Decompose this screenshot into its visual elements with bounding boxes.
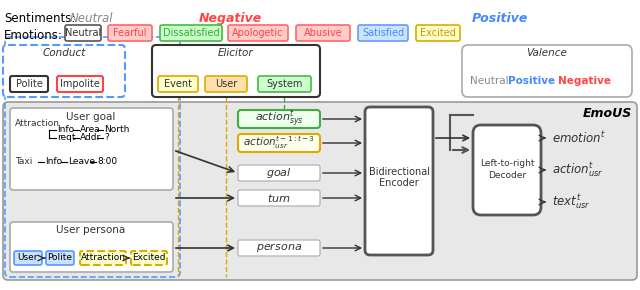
Text: $\mathit{action}^{t-1:t-3}_{usr}$: $\mathit{action}^{t-1:t-3}_{usr}$ (243, 135, 315, 151)
Text: Emotions:: Emotions: (4, 29, 63, 42)
FancyBboxPatch shape (65, 25, 101, 41)
Text: reqt: reqt (57, 133, 76, 142)
FancyBboxPatch shape (473, 125, 541, 215)
Text: $\mathit{text}^t_{usr}$: $\mathit{text}^t_{usr}$ (552, 193, 591, 211)
Text: Satisfied: Satisfied (362, 28, 404, 38)
Text: Attraction: Attraction (15, 119, 60, 128)
Text: User persona: User persona (56, 225, 125, 235)
FancyBboxPatch shape (258, 76, 311, 92)
FancyBboxPatch shape (80, 251, 126, 265)
FancyBboxPatch shape (10, 222, 173, 272)
FancyBboxPatch shape (238, 190, 320, 206)
Text: $\mathit{emotion}^t$: $\mathit{emotion}^t$ (552, 130, 607, 146)
FancyBboxPatch shape (158, 76, 198, 92)
FancyBboxPatch shape (108, 25, 152, 41)
Text: Info: Info (57, 126, 74, 135)
Text: $\mathit{persona}$: $\mathit{persona}$ (256, 242, 302, 255)
Text: Positive: Positive (472, 12, 528, 25)
Text: North: North (104, 126, 129, 135)
Text: $\mathit{action}^t_{sys}$: $\mathit{action}^t_{sys}$ (255, 108, 303, 130)
FancyBboxPatch shape (416, 25, 460, 41)
Text: Attraction: Attraction (81, 253, 125, 262)
Text: Polite: Polite (15, 79, 42, 89)
FancyBboxPatch shape (228, 25, 288, 41)
Text: Elicitor: Elicitor (218, 48, 254, 58)
FancyBboxPatch shape (14, 251, 42, 265)
Text: Info: Info (45, 157, 62, 166)
FancyBboxPatch shape (462, 45, 632, 97)
Text: Apologetic: Apologetic (232, 28, 284, 38)
Text: Conduct: Conduct (42, 48, 86, 58)
Text: Excited: Excited (420, 28, 456, 38)
Text: Neutral: Neutral (70, 12, 113, 25)
Text: EmoUS: EmoUS (583, 107, 632, 120)
Text: Neutral: Neutral (470, 76, 509, 86)
Text: Dissatisfied: Dissatisfied (163, 28, 220, 38)
FancyBboxPatch shape (205, 76, 247, 92)
FancyBboxPatch shape (46, 251, 74, 265)
Text: $\mathit{action}^t_{usr}$: $\mathit{action}^t_{usr}$ (552, 160, 604, 180)
Text: Neutral: Neutral (65, 28, 101, 38)
FancyBboxPatch shape (57, 76, 103, 92)
Text: Negative: Negative (198, 12, 262, 25)
Text: Addr: Addr (80, 133, 101, 142)
Text: Sentiments:: Sentiments: (4, 12, 76, 25)
FancyBboxPatch shape (296, 25, 350, 41)
Text: Abusive: Abusive (303, 28, 342, 38)
Text: Fearful: Fearful (113, 28, 147, 38)
FancyBboxPatch shape (10, 76, 48, 92)
FancyBboxPatch shape (238, 240, 320, 256)
FancyBboxPatch shape (238, 165, 320, 181)
Text: Decoder: Decoder (488, 171, 526, 180)
Text: $\mathit{turn}$: $\mathit{turn}$ (267, 192, 291, 204)
Text: Encoder: Encoder (379, 178, 419, 188)
FancyBboxPatch shape (131, 251, 167, 265)
Text: Bidirectional: Bidirectional (369, 167, 429, 177)
Text: Negative: Negative (558, 76, 611, 86)
Text: Area: Area (80, 126, 100, 135)
Text: System: System (266, 79, 303, 89)
FancyBboxPatch shape (238, 110, 320, 128)
FancyBboxPatch shape (238, 134, 320, 152)
Text: Valence: Valence (527, 48, 568, 58)
FancyBboxPatch shape (358, 25, 408, 41)
Text: User: User (215, 79, 237, 89)
Text: Event: Event (164, 79, 192, 89)
FancyBboxPatch shape (365, 107, 433, 255)
FancyBboxPatch shape (152, 45, 320, 97)
FancyBboxPatch shape (10, 108, 173, 190)
Text: Polite: Polite (47, 253, 72, 262)
Text: Positive: Positive (508, 76, 555, 86)
Text: User: User (18, 253, 38, 262)
Text: User goal: User goal (67, 112, 116, 122)
FancyBboxPatch shape (3, 102, 637, 280)
Text: Leave: Leave (68, 157, 95, 166)
Text: ?: ? (104, 133, 109, 142)
Text: Left-to-right: Left-to-right (480, 159, 534, 168)
Text: $\mathit{goal}$: $\mathit{goal}$ (266, 166, 292, 180)
Text: Excited: Excited (132, 253, 166, 262)
FancyBboxPatch shape (160, 25, 222, 41)
FancyBboxPatch shape (3, 45, 125, 97)
Text: 8:00: 8:00 (97, 157, 117, 166)
Text: Taxi: Taxi (15, 157, 33, 166)
Text: Impolite: Impolite (60, 79, 100, 89)
